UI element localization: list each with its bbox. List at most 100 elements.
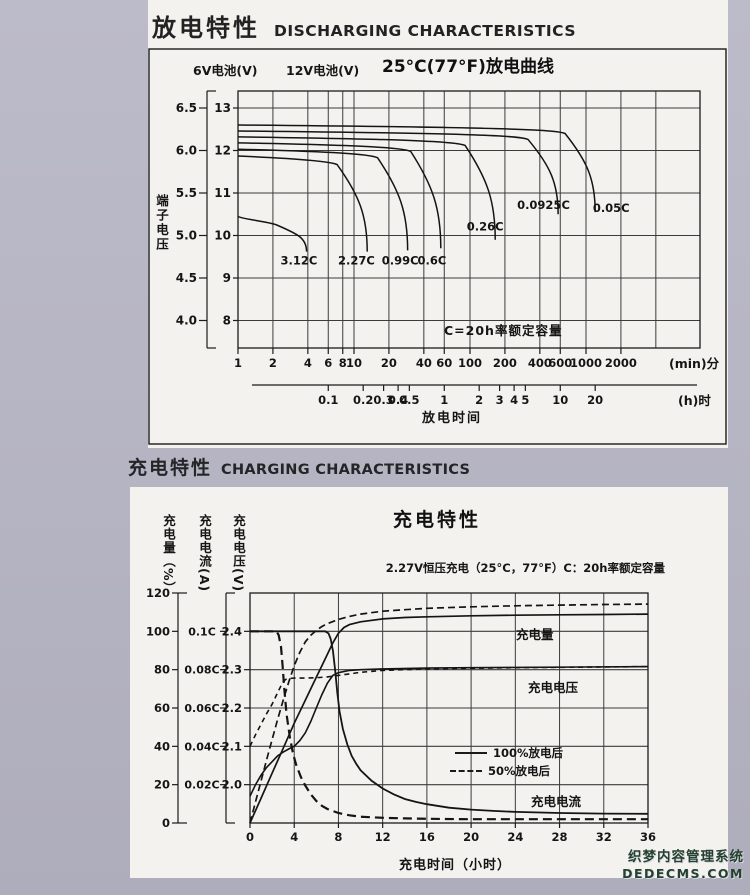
voltage-axis: 2.4 2.3 2.2 2.1 2.0 (222, 624, 250, 792)
svg-text:4: 4 (304, 356, 312, 370)
svg-text:20: 20 (381, 356, 397, 370)
svg-text:0.06C: 0.06C (184, 702, 219, 715)
svg-text:120: 120 (146, 586, 170, 600)
svg-text:0: 0 (246, 830, 254, 844)
charge-chart-subtitle: 2.27V恒压充电（25°C，77°F）C：20h率额定容量 (385, 561, 665, 575)
svg-text:100: 100 (146, 624, 170, 638)
svg-text:10: 10 (346, 356, 362, 370)
gridlines (249, 592, 649, 824)
discharge-chart-title: 25°C(77°F)放电曲线 (382, 57, 554, 77)
svg-text:0.02C: 0.02C (184, 779, 219, 792)
svg-text:12: 12 (214, 144, 231, 158)
legend-solid-line-sample (455, 752, 487, 754)
svg-text:2000: 2000 (605, 356, 637, 370)
discharge-curve-0.05C (237, 124, 596, 213)
discharge-curve-label-0.0925C: 0.0925C (517, 198, 570, 212)
x-axis-hours: 0.1 0.2 0.30.40.5 1 2 3 4 5 10 20 (h)时 (252, 384, 711, 408)
charge-title-zh: 充电特性 (128, 457, 213, 479)
svg-text:24: 24 (507, 830, 523, 844)
svg-text:1: 1 (440, 393, 448, 407)
svg-text:0.04C: 0.04C (184, 740, 219, 753)
svg-text:4.0: 4.0 (176, 314, 197, 328)
svg-text:4.5: 4.5 (176, 271, 197, 285)
charge-current-axis-label: 充电电流(A) (197, 514, 212, 593)
legend-dashed-label: 50%放电后 (488, 764, 551, 778)
discharge-curve-2.27C (237, 155, 368, 252)
svg-text:(min)分: (min)分 (669, 356, 720, 371)
svg-text:3: 3 (496, 393, 504, 407)
svg-text:1: 1 (234, 356, 242, 370)
svg-text:12: 12 (375, 830, 391, 844)
svg-text:0.1C: 0.1C (188, 625, 216, 638)
svg-text:36: 36 (640, 830, 656, 844)
curve-charge-quantity-after-50%-discharge (249, 603, 649, 824)
svg-text:40: 40 (154, 739, 170, 753)
svg-text:80: 80 (154, 663, 170, 677)
svg-text:2: 2 (475, 393, 483, 407)
svg-text:20: 20 (154, 778, 170, 792)
svg-text:0.1: 0.1 (318, 393, 338, 407)
axis-12v-battery-label: 12V电池(V) (286, 63, 360, 78)
svg-text:4: 4 (510, 393, 518, 407)
curve-charge-current-after-50%-discharge (250, 630, 648, 821)
charge-chart-title: 充电特性 (392, 509, 481, 531)
svg-text:2.1: 2.1 (222, 739, 242, 753)
charge-section-title: 充电特性 CHARGING CHARACTERISTICS (128, 453, 470, 480)
x-axis-hours: 0 4 8 12 16 20 24 28 32 36 (246, 823, 656, 844)
svg-text:11: 11 (214, 186, 231, 200)
discharge-title-en: DISCHARGING CHARACTERISTICS (274, 22, 576, 40)
svg-text:40: 40 (416, 356, 432, 370)
charge-time-xlabel: 充电时间（小时） (398, 858, 511, 873)
svg-text:10: 10 (552, 393, 568, 407)
svg-text:100: 100 (458, 356, 482, 370)
svg-text:32: 32 (596, 830, 612, 844)
curve-charge-current-after-100%-discharge (250, 630, 649, 815)
svg-text:2.4: 2.4 (222, 624, 242, 638)
curve-charge-voltage-after-100%-discharge (249, 665, 649, 797)
discharge-curve-label-0.05C: 0.05C (593, 201, 630, 215)
svg-text:8: 8 (334, 830, 342, 844)
axis-6v-battery-label: 6V电池(V) (193, 63, 258, 78)
legend-50-discharged: 50%放电后 (450, 763, 550, 779)
svg-text:9: 9 (223, 271, 231, 285)
svg-text:放电时间: 放电时间 (421, 410, 482, 426)
svg-text:2.3: 2.3 (222, 663, 242, 677)
svg-text:20: 20 (463, 830, 479, 844)
svg-text:2: 2 (269, 356, 277, 370)
current-axis: 0.1C 0.08C 0.06C 0.04C 0.02C (184, 592, 235, 824)
y-axis-12v-ticks: 13 12 11 10 9 8 (214, 101, 238, 328)
svg-text:0.5: 0.5 (399, 393, 419, 407)
svg-text:28: 28 (552, 830, 568, 844)
discharge-curve-0.0925C (237, 130, 559, 215)
discharge-curve-0.99C (237, 148, 409, 251)
svg-text:C=20h率额定容量: C=20h率额定容量 (444, 323, 562, 338)
svg-text:400: 400 (528, 356, 552, 370)
dedecms-watermark: 织梦内容管理系统 DEDECMS.COM (622, 848, 744, 883)
svg-text:5.5: 5.5 (176, 186, 197, 200)
svg-text:2.0: 2.0 (222, 778, 242, 792)
discharge-title-zh: 放电特性 (152, 14, 260, 42)
charge-title-en: CHARGING CHARACTERISTICS (221, 462, 471, 478)
watermark-line1: 织梦内容管理系统 (628, 849, 744, 865)
y-axis-6v-bracket: 6.5 6.0 5.5 5.0 4.5 4.0 (176, 90, 216, 349)
svg-text:0.2: 0.2 (353, 393, 373, 407)
svg-text:5: 5 (521, 393, 529, 407)
discharge-curve-3.12C (237, 215, 308, 252)
svg-text:8: 8 (339, 356, 347, 370)
charge-quantity-axis-label: 充电量（%） (161, 514, 176, 596)
discharge-curve-label-0.6C: 0.6C (418, 253, 447, 267)
svg-text:2.2: 2.2 (222, 701, 242, 715)
discharge-curve-label-0.26C: 0.26C (467, 219, 504, 233)
discharge-section-title: 放电特性 DISCHARGING CHARACTERISTICS (152, 8, 576, 43)
svg-text:16: 16 (419, 830, 435, 844)
svg-text:6.5: 6.5 (176, 101, 197, 115)
discharge-panel (148, 0, 728, 448)
discharge-curve-0.26C (237, 136, 496, 240)
discharge-curve-label-0.99C: 0.99C (382, 253, 419, 267)
curve-charge-quantity-after-100%-discharge (249, 613, 649, 824)
legend-solid-label: 100%放电后 (493, 746, 564, 760)
